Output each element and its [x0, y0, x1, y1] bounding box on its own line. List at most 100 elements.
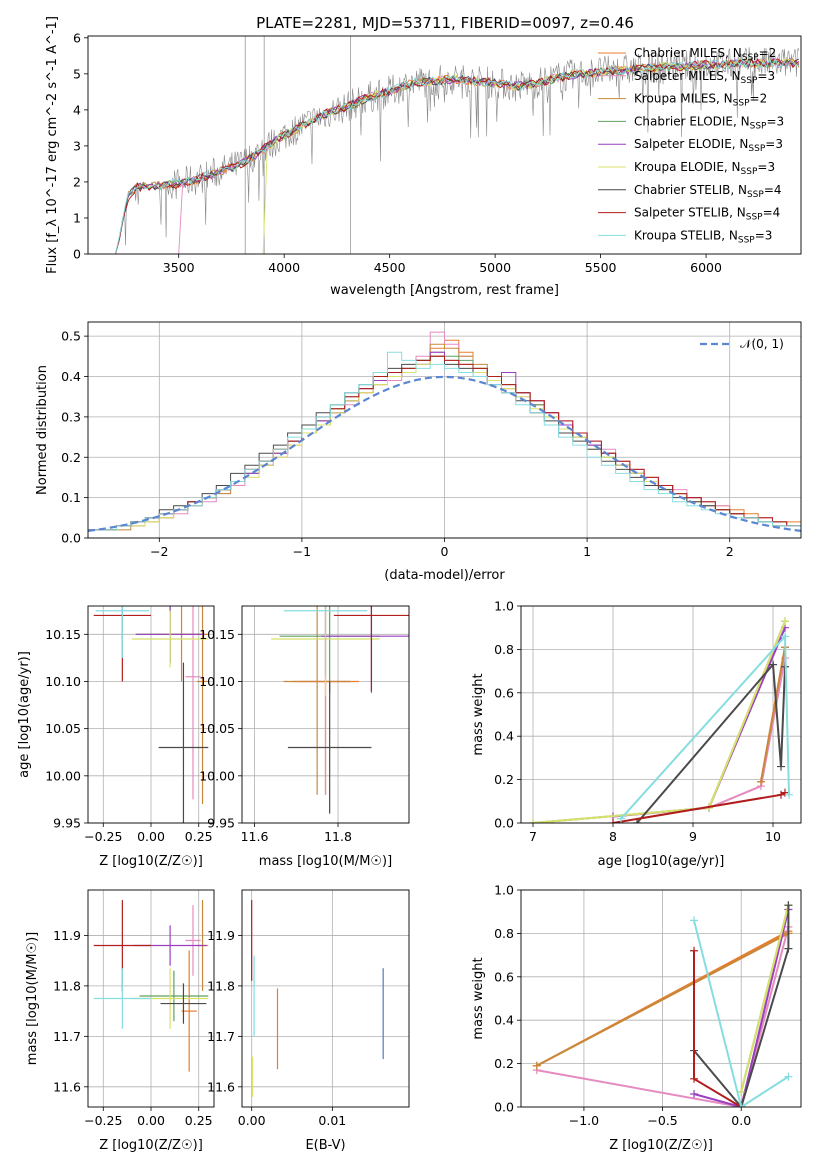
model-spectrum-line	[114, 57, 800, 254]
weight-point-marker	[757, 777, 765, 786]
model-spectrum-line	[114, 57, 799, 254]
weight-point-marker	[690, 1089, 699, 1098]
x-tick-label: −0.5	[647, 1113, 677, 1128]
axes-frame	[87, 605, 215, 824]
y-tick-label: 0.6	[494, 685, 514, 700]
axes-frame	[241, 605, 410, 824]
weight-series-line	[536, 932, 789, 1067]
x-tick-label: 0.25	[185, 829, 213, 844]
y-tick-label: 10.15	[199, 627, 235, 642]
weight-point-marker	[781, 632, 789, 641]
weight-point-marker	[532, 1061, 541, 1070]
legend-label: 𝒩(0, 1)	[740, 337, 784, 351]
weight-point-marker	[633, 819, 641, 823]
weight-point-marker	[690, 1074, 699, 1083]
mass-weight-vs-age-panel: 7 8 9 10 0.0 0.2 0.4 0.6 0.8 1.0 age [log10(age/yr…	[471, 599, 802, 869]
y-tick-label: 3	[73, 138, 81, 153]
plot-area	[93, 606, 209, 823]
weight-point-marker	[784, 901, 793, 910]
weight-point-marker	[781, 617, 789, 626]
axes-frame	[520, 605, 802, 824]
legend-label: Chabrier MILES, NSSP=2	[634, 46, 776, 63]
y-tick-label: 10.05	[199, 721, 235, 736]
x-tick-label: 0.00	[238, 1113, 266, 1128]
weight-point-marker	[769, 660, 777, 669]
weight-point-marker	[617, 814, 625, 823]
weight-point-marker	[777, 790, 785, 799]
x-tick-label: 8	[609, 829, 617, 844]
weight-series-line	[693, 950, 742, 1107]
legend-label: Chabrier ELODIE, NSSP=3	[634, 114, 784, 131]
x-axis-label: Z [log10(Z/Z☉)]	[99, 854, 203, 869]
x-tick-label: 5500	[585, 260, 617, 275]
y-tick-label: 9.95	[53, 816, 81, 831]
y-axis-label: Flux [f_λ 10^-17 erg cm^-2 s^-1 A^-1]	[45, 16, 60, 274]
weight-point-marker	[784, 944, 793, 953]
axes-frame	[87, 35, 802, 255]
axes-frame	[87, 321, 802, 539]
y-tick-label: 0.0	[494, 816, 514, 831]
y-axis-label: mass [log10(M/M☉)]	[25, 932, 40, 1065]
x-axis-label: wavelength [Angstrom, rest frame]	[330, 283, 559, 298]
weight-point-marker	[690, 946, 699, 955]
residual-histogram-panel: −2 −1 0 1 2 0.0 0.1 0.2 0.3 0.4 0.5 𝒩(0, 1) (data-mo…	[35, 321, 802, 583]
x-tick-label: −1	[293, 544, 311, 559]
y-tick-label: 0.8	[494, 642, 514, 657]
plot-area	[251, 900, 384, 1097]
y-tick-label: 11.8	[207, 978, 235, 993]
y-tick-label: 0.6	[494, 969, 514, 984]
weight-series-line	[612, 627, 786, 818]
y-tick-label: 0.2	[494, 772, 514, 787]
spectrum-panel: 3500 4000 4500 5000 5500 6000 0 1 2 3 4 5 6 Chabrier …	[45, 16, 802, 298]
plot-area	[114, 36, 800, 254]
y-tick-label: 0.4	[494, 729, 514, 744]
y-tick-label: 0.4	[494, 1013, 514, 1028]
x-tick-label: 7	[529, 829, 537, 844]
axes-frame	[520, 889, 802, 1108]
model-spectrum-line	[114, 57, 800, 254]
y-tick-label: 0.0	[494, 1100, 514, 1115]
y-axis-label: Normed distribution	[35, 365, 50, 495]
x-tick-label: −0.25	[84, 829, 122, 844]
x-tick-label: 0	[441, 544, 449, 559]
y-tick-label: 11.7	[207, 1029, 235, 1044]
weight-point-marker	[737, 1103, 746, 1107]
x-tick-label: 5000	[479, 260, 511, 275]
x-tick-label: 1	[583, 544, 591, 559]
model-spectrum-line	[114, 58, 800, 254]
x-tick-label: 9	[689, 829, 697, 844]
weight-point-marker	[737, 1087, 746, 1096]
figure-title: PLATE=2281, MJD=53711, FIBERID=0097, z=0…	[256, 14, 634, 32]
y-tick-label: 11.9	[53, 928, 81, 943]
y-tick-label: 4	[73, 102, 81, 117]
mass-vs-ebv-panel: 0.00 0.01 11.6 11.7 11.8 11.9 E(B-V)	[207, 889, 410, 1153]
x-tick-label: 11.6	[241, 829, 269, 844]
y-tick-label: 0.5	[61, 329, 81, 344]
axes-frame	[241, 889, 410, 1108]
age-vs-mass-panel: 11.6 11.8 9.95 10.00 10.05 10.10 10.15 mass [lo…	[199, 605, 410, 869]
x-tick-label: 0.25	[185, 1113, 213, 1128]
x-axis-label: E(B-V)	[305, 1138, 345, 1153]
y-tick-label: 11.6	[207, 1079, 235, 1094]
y-tick-label: 0.8	[494, 926, 514, 941]
x-tick-label: 0.0	[731, 1113, 751, 1128]
y-tick-label: 0.0	[61, 531, 81, 546]
x-axis-label: Z [log10(Z/Z☉)]	[609, 1138, 713, 1153]
mass-vs-metallicity-panel: −0.25 0.00 0.25 11.6 11.7 11.8 11.9 Z [log10(Z/…	[25, 889, 215, 1153]
x-tick-label: 11.8	[324, 829, 352, 844]
y-axis-label: age [log10(age/yr)]	[17, 651, 32, 778]
y-axis-label: mass weight	[471, 673, 486, 755]
y-tick-label: 2	[73, 174, 81, 189]
legend-label: Salpeter MILES, NSSP=3	[634, 69, 775, 86]
y-tick-label: 10.00	[45, 768, 81, 783]
x-tick-label: 0.00	[137, 829, 165, 844]
y-tick-label: 10.15	[45, 627, 81, 642]
x-tick-label: 10	[765, 829, 781, 844]
x-axis-label: Z [log10(Z/Z☉)]	[99, 1138, 203, 1153]
axes-frame	[87, 889, 215, 1108]
weight-point-marker	[777, 762, 785, 771]
y-axis-label: mass weight	[471, 957, 486, 1039]
plot-area	[88, 331, 801, 532]
y-tick-label: 5	[73, 66, 81, 81]
legend-label: Kroupa STELIB, NSSP=3	[634, 228, 772, 245]
